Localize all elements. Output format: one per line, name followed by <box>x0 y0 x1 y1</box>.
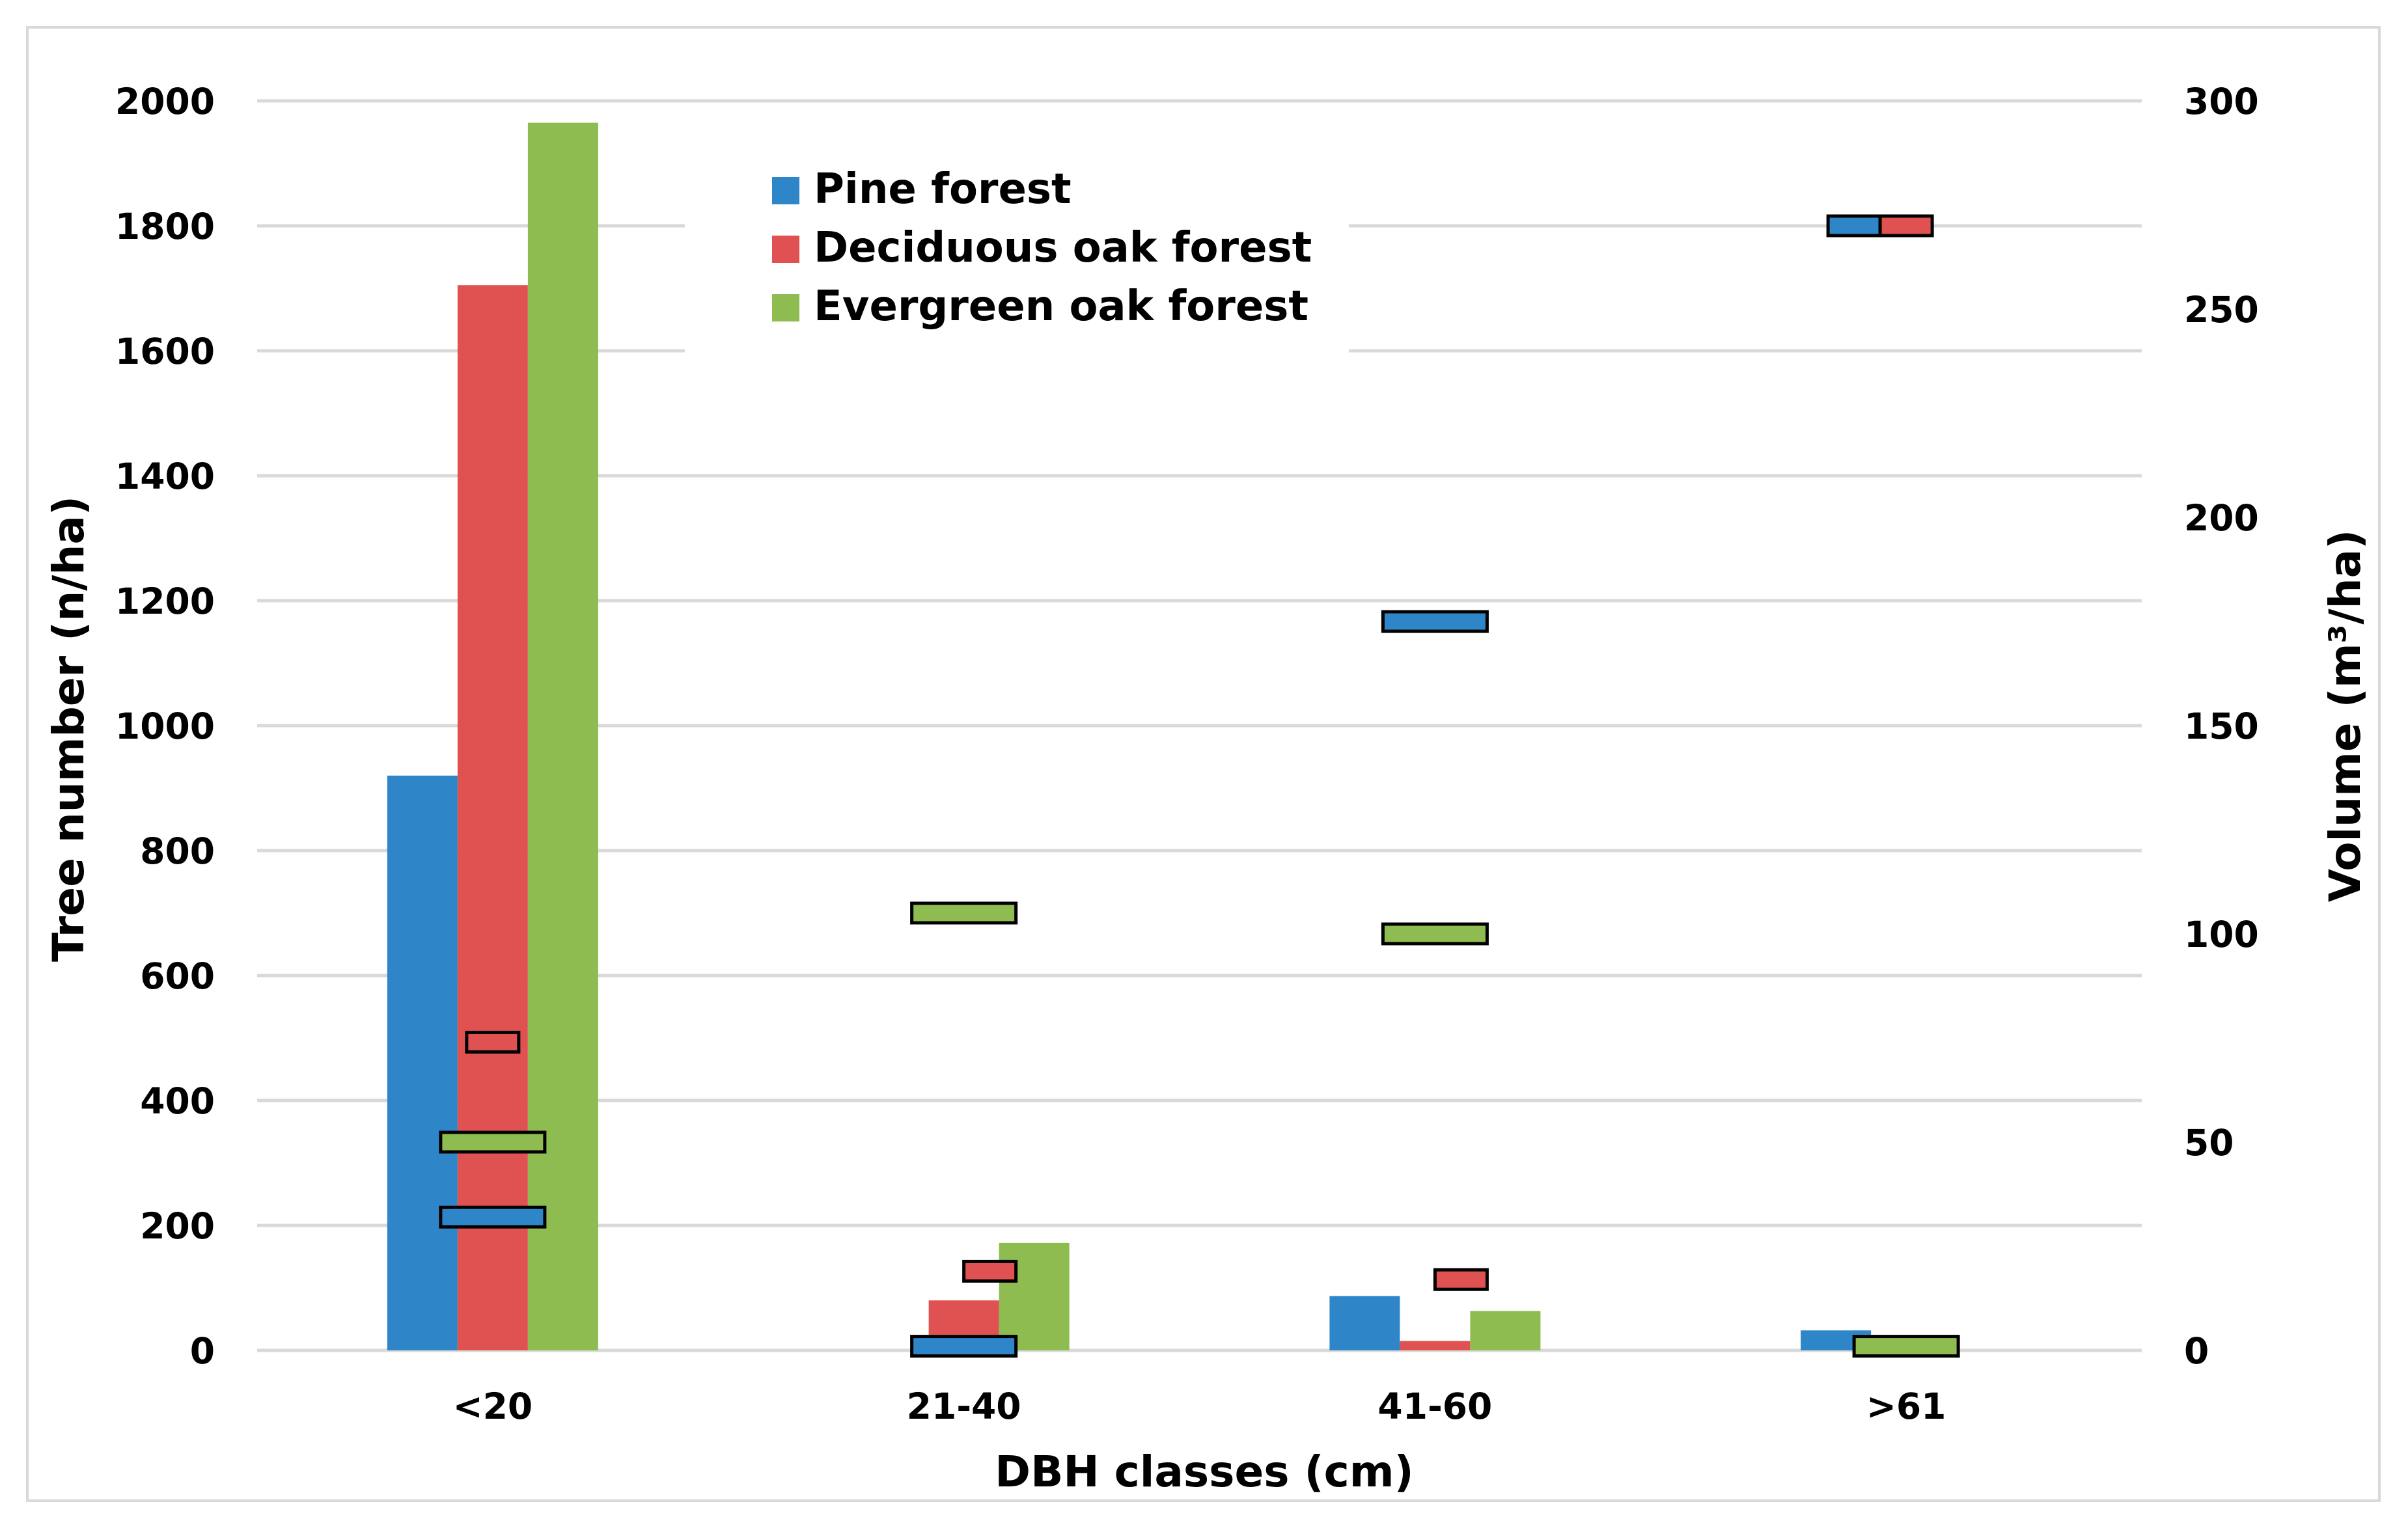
y2-tick-label: 150 <box>2184 705 2259 747</box>
bar <box>1329 1296 1400 1350</box>
volume-marker <box>910 1335 1018 1358</box>
y-tick-label: 1600 <box>115 331 215 372</box>
y2-tick-label: 200 <box>2184 497 2259 539</box>
legend-item-deciduous: Deciduous oak forest <box>772 224 1312 272</box>
volume-marker <box>962 1259 1018 1283</box>
chart-frame <box>26 26 2381 1502</box>
x-axis-title: DBH classes (cm) <box>995 1447 1413 1497</box>
y2-axis-ticks: 0 50 100 150 200 250 300 <box>2184 81 2259 1372</box>
legend-item-pine: Pine forest <box>772 165 1072 213</box>
bar <box>527 122 598 1351</box>
legend-label-pine: Pine forest <box>814 165 1072 213</box>
x-axis-ticks: <20 21-40 41-60 >61 <box>453 1386 1946 1427</box>
x-tick-label: 41-60 <box>1377 1386 1492 1427</box>
legend-swatch-pine <box>772 177 799 204</box>
y2-tick-label: 50 <box>2184 1122 2234 1164</box>
legend-label-evergreen: Evergreen oak forest <box>814 282 1308 331</box>
volume-marker <box>1381 922 1489 946</box>
x-tick-label: >61 <box>1866 1386 1946 1427</box>
x-tick-label: <20 <box>453 1386 533 1427</box>
y-tick-label: 1800 <box>115 206 215 247</box>
bar <box>457 285 528 1351</box>
y-tick-label: 1400 <box>115 456 215 497</box>
legend-label-deciduous: Deciduous oak forest <box>814 224 1312 272</box>
y2-tick-label: 300 <box>2184 81 2259 122</box>
bar <box>999 1242 1070 1350</box>
legend-swatch-deciduous <box>772 236 799 263</box>
y-axis-ticks: 0 200 400 600 800 1000 1200 1400 1600 1800 2000 <box>115 81 215 1372</box>
volume-marker <box>1381 610 1489 633</box>
bars <box>387 122 1872 1351</box>
bar <box>1400 1341 1471 1350</box>
y-tick-label: 200 <box>140 1205 215 1247</box>
y-tick-label: 1000 <box>115 705 215 747</box>
y-tick-label: 1200 <box>115 581 215 622</box>
volume-marker <box>910 901 1018 925</box>
volume-marker <box>1826 214 1882 238</box>
volume-marker <box>1852 1335 1960 1358</box>
x-tick-label: 21-40 <box>907 1386 1021 1427</box>
legend-item-evergreen: Evergreen oak forest <box>772 282 1308 331</box>
bar <box>387 775 458 1350</box>
legend-swatch-evergreen <box>772 294 799 321</box>
volume-marker <box>465 1030 521 1054</box>
y-tick-label: 600 <box>140 955 215 997</box>
y-tick-label: 800 <box>140 830 215 872</box>
volume-marker <box>1878 214 1934 238</box>
y2-tick-label: 250 <box>2184 289 2259 331</box>
y-axis-title: Tree number (n/ha) <box>44 496 94 962</box>
bar <box>1470 1311 1541 1350</box>
volume-marker <box>439 1130 547 1154</box>
y-tick-label: 2000 <box>115 81 215 122</box>
y2-tick-label: 100 <box>2184 914 2259 955</box>
y-tick-label: 0 <box>190 1330 215 1372</box>
y2-tick-label: 0 <box>2184 1330 2209 1372</box>
y-tick-label: 400 <box>140 1080 215 1122</box>
legend: Pine forest Deciduous oak forest Evergre… <box>685 150 1349 358</box>
y2-axis-title: Volume (m³/ha) <box>2320 530 2370 903</box>
volume-markers <box>439 214 1960 1358</box>
volume-marker <box>439 1205 547 1229</box>
volume-marker <box>1433 1268 1489 1291</box>
